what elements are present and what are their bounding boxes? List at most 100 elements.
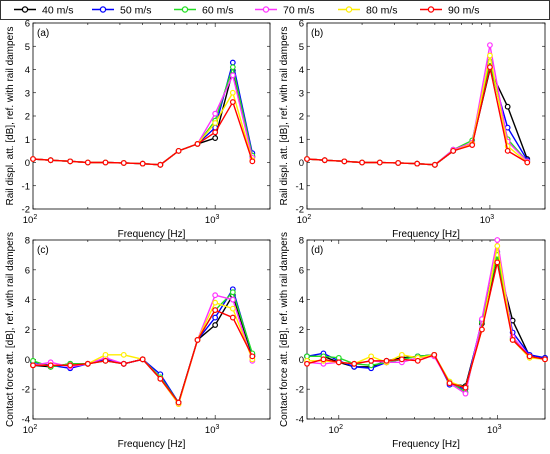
x-tick-exponent: 3: [215, 424, 219, 431]
data-point: [212, 292, 219, 299]
data-point: [229, 99, 236, 105]
y-tick-label: 0: [25, 355, 30, 366]
x-tick-base: 10: [487, 425, 498, 436]
data-point: [212, 307, 219, 314]
data-series: [30, 99, 256, 168]
data-point: [212, 322, 219, 328]
data-point: [487, 52, 493, 59]
data-point: [67, 158, 74, 165]
data-point: [462, 384, 469, 391]
y-tick-label: -1: [22, 181, 30, 192]
legend-item: 50 m/s: [92, 5, 152, 17]
legend: 40 m/s 50 m/s 60 m/s 70 m/s 80 m/s 90 m/s: [0, 0, 550, 20]
data-point: [469, 142, 476, 148]
y-tick-label: 8: [25, 236, 30, 247]
data-point: [376, 159, 383, 166]
data-point: [120, 160, 127, 166]
panel-label: (d): [311, 245, 323, 256]
y-axis-label: Rail displ. att. [dB], ref. with rail da…: [279, 27, 290, 206]
plot-area: [32, 239, 271, 420]
x-tick-label: 102: [23, 424, 38, 436]
data-point: [175, 147, 182, 154]
data-point: [229, 314, 236, 321]
data-point: [494, 243, 501, 249]
plot-area: [306, 239, 546, 420]
x-tick-base: 10: [23, 215, 34, 226]
y-tick-label: 6: [299, 19, 304, 30]
data-point: [229, 305, 236, 312]
data-point: [212, 299, 219, 306]
data-point: [30, 156, 36, 162]
data-point: [341, 158, 348, 165]
x-axis-label: Frequency [Hz]: [392, 439, 460, 450]
data-series: [30, 307, 256, 406]
legend-item: 60 m/s: [174, 5, 234, 17]
data-point: [212, 120, 219, 126]
x-tick-exponent: 2: [307, 214, 311, 221]
data-point: [414, 357, 421, 364]
y-tick-label: 8: [299, 236, 304, 247]
panel-label: (a): [37, 28, 49, 39]
x-tick-label: 103: [205, 424, 220, 436]
legend-label: 70 m/s: [283, 5, 315, 17]
x-tick-base: 10: [480, 215, 491, 226]
data-point: [462, 390, 469, 397]
legend-marker: [345, 6, 353, 13]
data-series: [304, 64, 531, 168]
x-tick-label: 103: [487, 424, 502, 436]
plot-area: [306, 22, 546, 210]
data-series: [304, 259, 548, 391]
y-tick-label: 0: [25, 158, 30, 169]
y-tick-label: -2: [22, 385, 30, 396]
x-tick-exponent: 3: [215, 214, 219, 221]
x-tick-base: 10: [205, 425, 216, 436]
x-tick-label: 102: [297, 214, 312, 226]
data-point: [249, 353, 256, 360]
legend-label: 50 m/s: [120, 5, 152, 17]
data-point: [395, 160, 402, 166]
x-tick-base: 10: [205, 215, 216, 226]
data-point: [212, 129, 219, 136]
legend-item: 70 m/s: [255, 5, 315, 17]
x-tick-base: 10: [23, 425, 34, 436]
data-point: [47, 362, 54, 369]
y-tick-label: -2: [296, 205, 304, 216]
y-tick-label: 1: [299, 135, 304, 146]
data-point: [431, 351, 438, 358]
data-point: [304, 156, 310, 162]
x-tick-label: 102: [23, 214, 38, 226]
panel-label: (b): [311, 28, 323, 39]
legend-marker: [262, 6, 270, 13]
data-point: [229, 296, 236, 303]
data-point: [120, 351, 127, 358]
x-tick-base: 10: [329, 425, 340, 436]
data-point: [359, 159, 365, 166]
data-point: [229, 289, 236, 296]
x-tick-label: 103: [480, 214, 495, 226]
legend-label: 40 m/s: [42, 5, 74, 17]
y-tick-label: 6: [25, 265, 30, 276]
data-point: [446, 380, 453, 387]
y-tick-label: 2: [25, 325, 30, 336]
y-tick-label: 4: [25, 295, 30, 306]
x-tick-exponent: 3: [490, 214, 494, 221]
legend-item: 40 m/s: [14, 5, 74, 17]
data-point: [249, 158, 256, 165]
data-point: [229, 89, 236, 96]
data-point: [84, 159, 91, 166]
data-point: [487, 64, 493, 71]
x-tick-label: 103: [205, 214, 220, 226]
y-tick-label: 5: [25, 42, 30, 53]
data-point: [175, 399, 182, 406]
data-point: [450, 147, 457, 154]
y-tick-label: 0: [299, 158, 304, 169]
y-tick-label: 0: [299, 355, 304, 366]
y-tick-label: 1: [25, 135, 30, 146]
data-point: [479, 326, 485, 333]
data-point: [542, 356, 548, 363]
data-point: [320, 356, 327, 363]
y-tick-label: -2: [296, 385, 304, 396]
plot-area: [32, 22, 271, 210]
